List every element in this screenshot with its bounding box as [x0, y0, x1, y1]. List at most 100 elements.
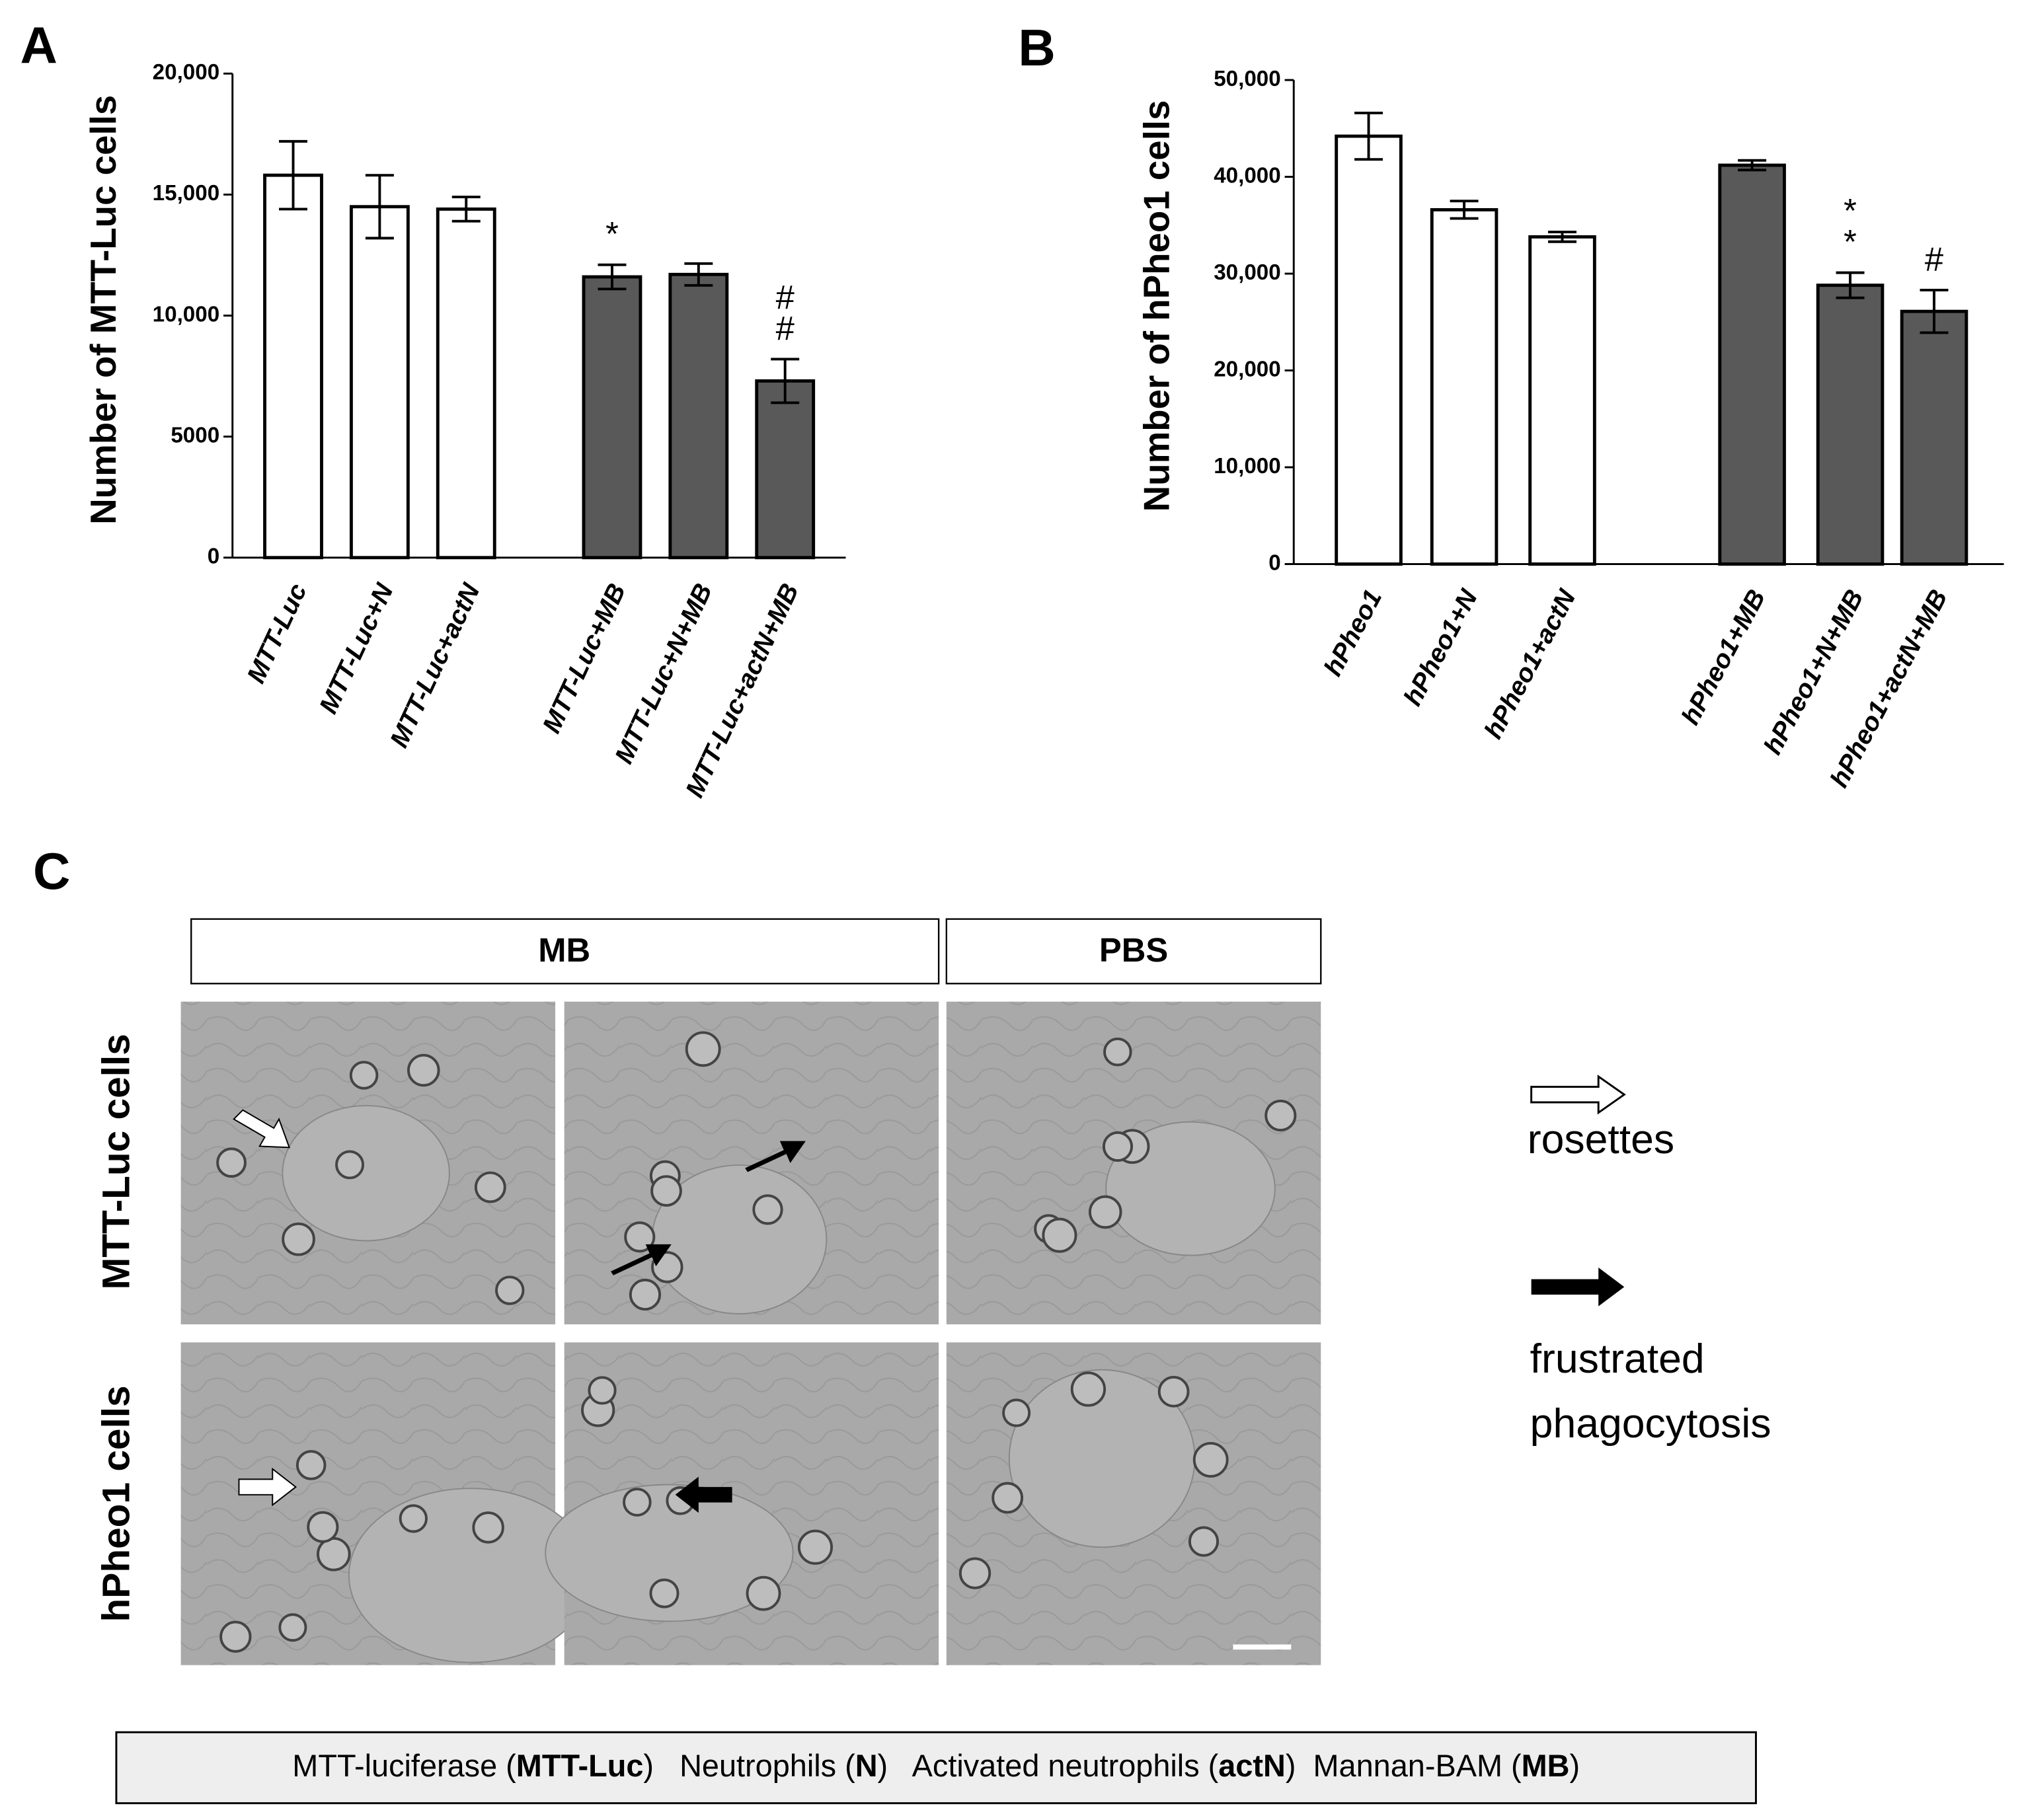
cell [1070, 1371, 1107, 1407]
x-tick-label: MTT-Luc+N [314, 579, 399, 718]
y-tick-label: 15,000 [153, 181, 220, 206]
cell [282, 1222, 315, 1256]
x-tick-label: hPheo1 [1319, 585, 1387, 681]
legend-label: frustrated [1530, 1336, 1705, 1382]
x-tick-label: hPheo1+MB [1676, 585, 1771, 729]
panel-label: C [33, 842, 70, 900]
bar [668, 272, 729, 560]
footer-text: MTT-Luc [516, 1749, 644, 1783]
error-bar [1836, 271, 1865, 299]
cell [746, 1575, 781, 1611]
arrow [238, 1467, 297, 1507]
panel-label: A [20, 16, 58, 74]
footer-text: ) Neutrophils ( [643, 1749, 855, 1783]
bar [1816, 284, 1885, 566]
error-bar [365, 174, 394, 240]
footer-text: N [855, 1749, 878, 1783]
cell [295, 1450, 327, 1480]
cell [629, 1278, 662, 1311]
annotation: # [776, 278, 795, 316]
y-tick-label: 10,000 [1214, 454, 1281, 478]
arrow [675, 1476, 732, 1513]
bar [436, 207, 496, 560]
x-tick-label: MTT-Luc+MB [537, 580, 631, 738]
footer-text: MB [1522, 1749, 1570, 1783]
cell [278, 1613, 307, 1642]
cell [1088, 1195, 1122, 1229]
cell [1264, 1099, 1297, 1132]
arrow [745, 1141, 806, 1172]
x-tick-label: MTT-Luc [242, 579, 313, 687]
y-tick-label: 40,000 [1214, 163, 1281, 188]
annotation: # [1925, 240, 1943, 278]
cell [407, 1053, 440, 1087]
error-bar [1354, 111, 1383, 161]
cell [958, 1557, 992, 1589]
row-label: hPheo1 cells [95, 1385, 137, 1622]
error-bar [279, 139, 308, 211]
x-tick-label: MTT-Luc+actN [385, 579, 486, 752]
cell-body [545, 1484, 794, 1622]
cell [474, 1171, 506, 1203]
bar [349, 205, 410, 560]
footer: MTT-luciferase (MTT-Luc) Neutrophils (N)… [292, 1749, 1580, 1783]
cell [349, 1061, 379, 1090]
row-label: MTT-Luc cells [95, 1034, 137, 1289]
footer-text: ) Mannan-BAM ( [1286, 1749, 1522, 1783]
y-tick-label: 0 [1268, 550, 1280, 575]
error-bar [1738, 159, 1767, 172]
legend-label: phagocytosis [1530, 1400, 1771, 1447]
cell [495, 1275, 525, 1305]
error-bar [684, 262, 713, 287]
legend-label: rosettes [1528, 1116, 1674, 1162]
header-box [945, 918, 1322, 985]
cell [649, 1578, 680, 1609]
footer-text: MTT-luciferase ( [292, 1749, 516, 1783]
y-tick-label: 20,000 [153, 60, 220, 85]
panel-label: B [1018, 19, 1055, 77]
cell [216, 1147, 247, 1178]
error-bar [1450, 200, 1479, 220]
footer-text: ) Activated neutrophils ( [878, 1749, 1219, 1783]
cell [623, 1488, 652, 1517]
y-tick-label: 50,000 [1214, 67, 1281, 91]
cell [752, 1194, 783, 1225]
cell [1102, 1131, 1134, 1162]
cell [1157, 1375, 1190, 1408]
cell [588, 1376, 617, 1405]
cell [1042, 1217, 1077, 1253]
y-axis-label: Number of MTT-Luc cells [83, 95, 124, 525]
bar [1718, 163, 1786, 566]
cell-body [282, 1105, 450, 1242]
bar [1528, 235, 1596, 566]
y-axis-label: Number of hPheo1 cells [1136, 100, 1177, 512]
error-bar [1548, 231, 1576, 243]
bar [263, 173, 323, 560]
y-tick-label: 20,000 [1214, 357, 1281, 381]
x-tick-label: hPheo1+N [1399, 585, 1483, 710]
footer-box [115, 1731, 1757, 1805]
error-bar [771, 358, 800, 404]
error-bar [1920, 289, 1949, 334]
cell [307, 1511, 339, 1543]
arrow [233, 1109, 291, 1149]
error-bar [451, 196, 481, 223]
y-tick-label: 10,000 [153, 302, 220, 326]
annotation: * [1844, 192, 1857, 229]
cell [992, 1482, 1024, 1514]
legend-arrow [1530, 1075, 1626, 1115]
cell [1188, 1526, 1220, 1557]
cell [472, 1511, 504, 1544]
cell [1192, 1441, 1229, 1478]
header: MB [538, 931, 590, 969]
y-tick-label: 30,000 [1214, 260, 1281, 285]
cell [335, 1150, 365, 1180]
footer-text: ) [1570, 1749, 1580, 1783]
arrow [611, 1244, 672, 1275]
cell [624, 1221, 656, 1253]
footer-text: actN [1218, 1749, 1286, 1783]
micrographs [180, 1001, 1321, 1665]
annotation: * [1844, 223, 1857, 260]
